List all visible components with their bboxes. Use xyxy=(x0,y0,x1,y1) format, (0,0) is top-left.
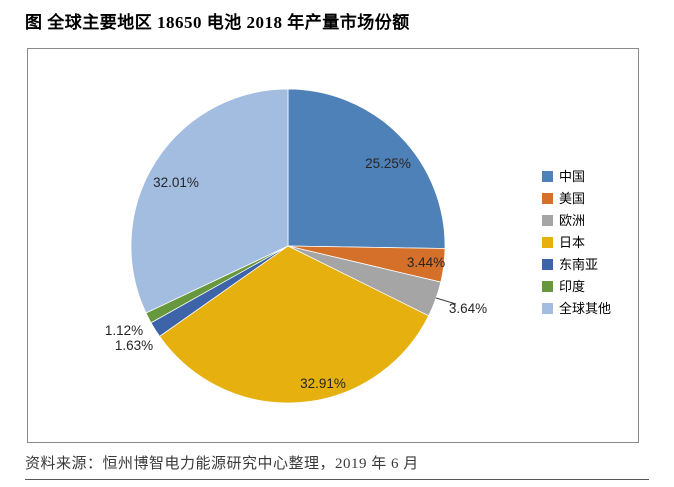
legend-label-usa: 美国 xyxy=(559,190,586,206)
legend-swatch-rest-of-world xyxy=(542,302,553,314)
legend-item-usa: 美国 xyxy=(542,187,611,209)
leader-line-europe xyxy=(435,297,457,305)
legend-item-china: 中国 xyxy=(542,165,611,187)
legend-item-rest-of-world: 全球其他 xyxy=(542,297,611,319)
legend-label-china: 中国 xyxy=(559,168,586,184)
legend-item-southeast-asia: 东南亚 xyxy=(542,253,611,275)
chart-legend: 中国美国欧洲日本东南亚印度全球其他 xyxy=(542,165,611,319)
bottom-divider xyxy=(25,479,649,480)
legend-swatch-usa xyxy=(542,192,553,204)
pie-label-rest-of-world: 32.01% xyxy=(153,175,199,190)
legend-label-southeast-asia: 东南亚 xyxy=(559,256,599,272)
pie-slice-japan xyxy=(159,245,430,404)
pie-label-usa: 3.44% xyxy=(407,255,445,270)
legend-label-rest-of-world: 全球其他 xyxy=(559,300,612,316)
pie-slice-china xyxy=(287,88,446,249)
pie-label-europe: 3.64% xyxy=(449,301,487,316)
chart-frame: 25.25% 3.44% 3.64% 32.91% 1.63% 1.12% 32.01% 中… xyxy=(27,48,639,443)
pie-label-japan: 32.91% xyxy=(300,376,346,391)
pie-chart: 25.25% 3.44% 3.64% 32.91% 1.63%1.12% 32.01% xyxy=(105,88,487,404)
legend-label-europe: 欧洲 xyxy=(559,212,586,228)
source-note: 资料来源：恒州博智电力能源研究中心整理，2019 年 6 月 xyxy=(25,456,419,472)
pie-slice-rest-of-world xyxy=(130,88,289,314)
legend-item-india: 印度 xyxy=(542,275,611,297)
legend-label-japan: 日本 xyxy=(559,234,586,250)
legend-swatch-southeast-asia xyxy=(542,258,553,270)
pie-label-southeast-asia: 1.63% xyxy=(115,338,153,353)
figure-title: 图 全球主要地区 18650 电池 2018 年产量市场份额 xyxy=(25,13,410,32)
pie-label-india: 1.12% xyxy=(105,323,143,338)
legend-item-europe: 欧洲 xyxy=(542,209,611,231)
legend-swatch-india xyxy=(542,280,553,292)
legend-item-japan: 日本 xyxy=(542,231,611,253)
legend-swatch-japan xyxy=(542,236,553,248)
pie-label-china: 25.25% xyxy=(365,156,411,171)
legend-label-india: 印度 xyxy=(559,278,586,294)
legend-swatch-europe xyxy=(542,214,553,226)
legend-swatch-china xyxy=(542,170,553,182)
